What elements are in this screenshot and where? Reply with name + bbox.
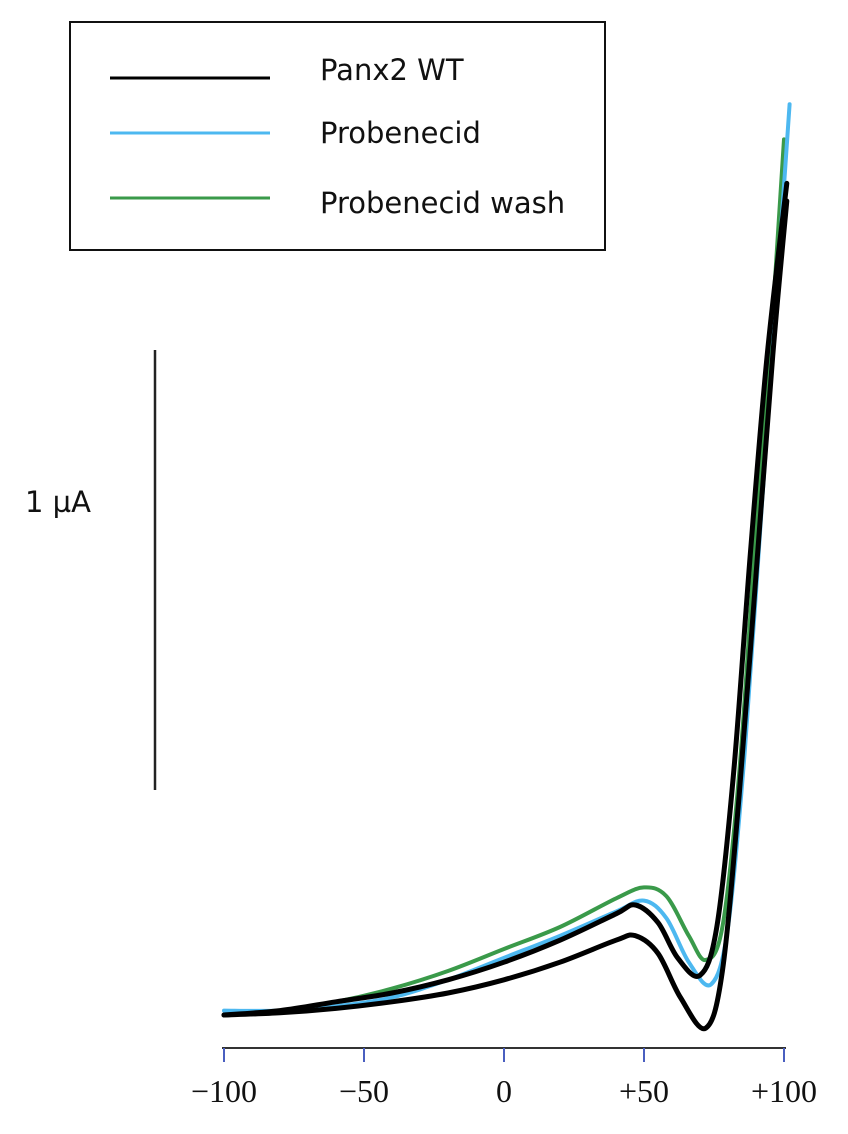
x-tick-label: +100 — [751, 1073, 817, 1109]
legend-label-probenecid-wash: Probenecid wash — [320, 186, 565, 220]
scale-bar-label: 1 µA — [25, 485, 91, 519]
trace-panx2-wt-3 — [221, 198, 790, 1032]
legend: Panx2 WT Probenecid Probenecid wash — [69, 21, 606, 251]
traces — [221, 102, 792, 1032]
x-tick-label: −100 — [191, 1073, 257, 1109]
legend-box — [69, 21, 606, 251]
x-tick-label: −50 — [339, 1073, 389, 1109]
trace-panx2-wt-2 — [221, 180, 790, 1018]
x-axis: −100 −50 0 +50 +100 — [191, 1047, 817, 1109]
trace-probenecid-wash-0 — [222, 137, 786, 1017]
legend-label-probenecid: Probenecid — [320, 116, 481, 150]
x-tick-label: +50 — [619, 1073, 669, 1109]
legend-label-panx2-wt: Panx2 WT — [320, 53, 464, 87]
x-tick-label: 0 — [496, 1073, 512, 1109]
